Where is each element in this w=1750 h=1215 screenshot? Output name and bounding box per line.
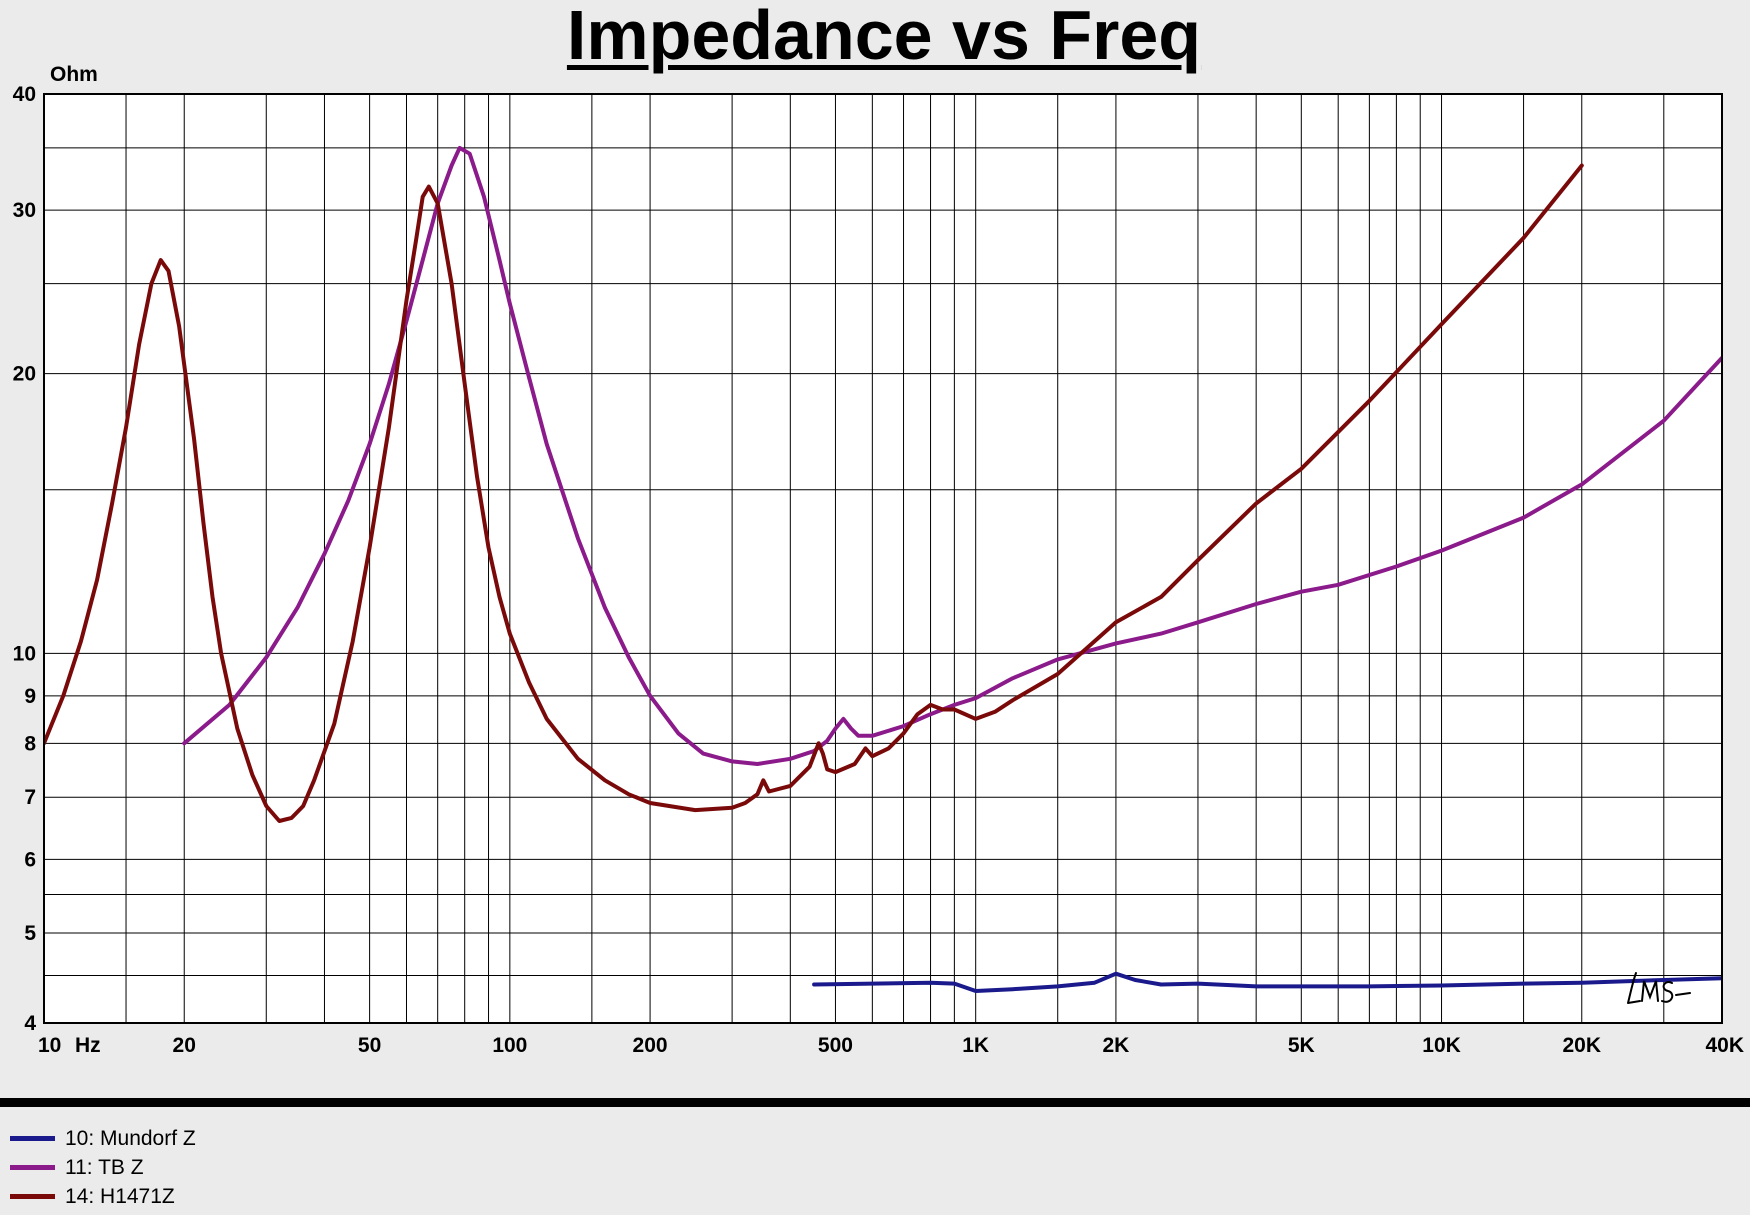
x-tick-label: 50 bbox=[358, 1034, 381, 1057]
x-tick-label: 200 bbox=[633, 1034, 668, 1057]
y-tick-label: 6 bbox=[24, 848, 36, 871]
y-tick-label: 40 bbox=[13, 83, 36, 106]
legend-separator bbox=[0, 1098, 1750, 1107]
series-lines bbox=[44, 145, 1722, 993]
series-line-0 bbox=[812, 971, 1722, 993]
legend-item-mundorf: 10: Mundorf Z bbox=[10, 1124, 196, 1153]
legend-swatch bbox=[10, 1194, 55, 1199]
x-tick-label: 10 bbox=[38, 1034, 61, 1057]
plot-border bbox=[43, 93, 1723, 1024]
legend-swatch bbox=[10, 1165, 55, 1170]
x-tick-label: 1K bbox=[962, 1034, 989, 1057]
x-tick-label: 10K bbox=[1422, 1034, 1461, 1057]
y-tick-label: 4 bbox=[24, 1012, 36, 1035]
y-tick-label: 8 bbox=[24, 732, 36, 755]
y-tick-label: 9 bbox=[24, 685, 36, 708]
x-tick-label: 500 bbox=[818, 1034, 853, 1057]
legend-label: 11: TB Z bbox=[65, 1155, 144, 1179]
legend-swatch bbox=[10, 1136, 55, 1141]
y-tick-label: 5 bbox=[24, 922, 36, 945]
chart-title: Impedance vs Freq bbox=[566, 0, 1202, 74]
series-line-2 bbox=[44, 163, 1584, 823]
x-axis-unit-label: Hz bbox=[75, 1034, 101, 1057]
lms-signature bbox=[1627, 972, 1691, 1004]
plot-area bbox=[44, 94, 1722, 1023]
y-axis-label: Ohm bbox=[50, 63, 98, 86]
y-tick-label: 20 bbox=[13, 363, 36, 386]
impedance-chart: 10 20 50 100 200 500 1K 2K 5K 10K 20K 40K 4 5 6 7 8 9 10 20… bbox=[13, 63, 1744, 1057]
tick-labels: 10 20 50 100 200 500 1K 2K 5K 10K 20K 40K 4 5 6 7 8 9 10 20… bbox=[13, 83, 1744, 1057]
y-tick-label: 7 bbox=[24, 786, 36, 809]
legend: 10: Mundorf Z 11: TB Z 14: H1471Z bbox=[10, 1124, 196, 1211]
legend-label: 14: H1471Z bbox=[65, 1184, 175, 1208]
series-line-1 bbox=[182, 145, 1722, 766]
legend-item-h1471: 14: H1471Z bbox=[10, 1182, 196, 1211]
x-tick-label: 20 bbox=[173, 1034, 196, 1057]
x-tick-label: 5K bbox=[1288, 1034, 1315, 1057]
x-tick-label: 100 bbox=[492, 1034, 527, 1057]
y-tick-label: 30 bbox=[13, 199, 36, 222]
legend-item-tb: 11: TB Z bbox=[10, 1153, 196, 1182]
x-tick-label: 40K bbox=[1705, 1034, 1744, 1057]
y-tick-label: 10 bbox=[13, 642, 36, 665]
legend-label: 10: Mundorf Z bbox=[65, 1126, 196, 1150]
x-tick-label: 20K bbox=[1563, 1034, 1602, 1057]
x-tick-label: 2K bbox=[1102, 1034, 1129, 1057]
